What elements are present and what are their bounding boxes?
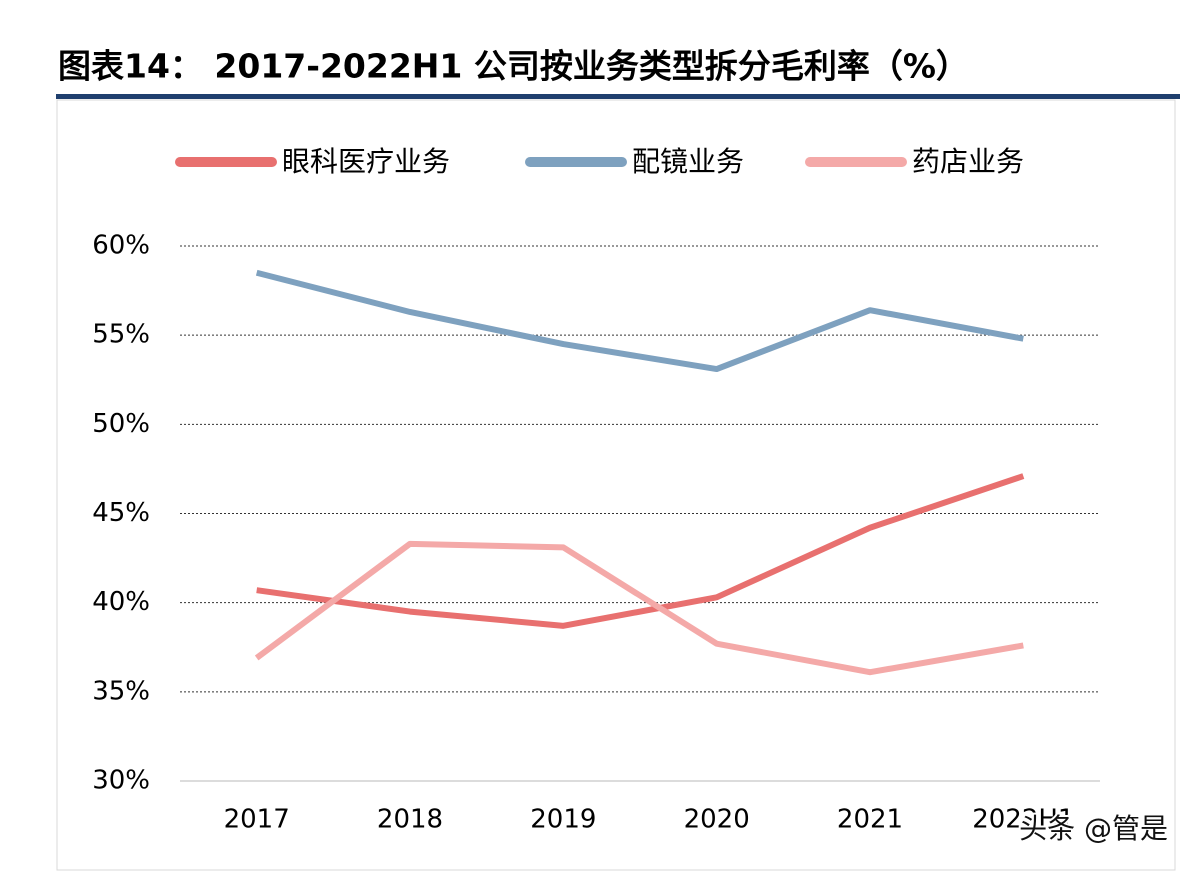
series-line	[256, 473, 1025, 629]
title-rule	[56, 94, 1180, 99]
x-tick-label: 2019	[530, 805, 596, 835]
chart-frame	[56, 99, 1176, 871]
x-tick-label: 2021	[837, 805, 903, 835]
legend-label: 配镜业务	[632, 145, 744, 178]
x-tick-label: 2018	[377, 805, 443, 835]
watermark: 头条 @管是	[1019, 812, 1168, 845]
x-tick-label: 2022H1	[972, 805, 1074, 835]
x-tick-label: 2017	[224, 805, 290, 835]
legend-label: 眼科医疗业务	[282, 145, 450, 178]
y-tick-label: 45%	[92, 498, 150, 528]
series-line	[255, 269, 1024, 373]
y-tick-label: 55%	[92, 320, 150, 350]
series-line	[254, 540, 1024, 676]
y-tick-label: 35%	[92, 676, 150, 706]
y-tick-label: 40%	[92, 587, 150, 617]
y-tick-label: 50%	[92, 409, 150, 439]
y-tick-label: 60%	[92, 231, 150, 261]
legend-label: 药店业务	[912, 145, 1024, 178]
y-tick-label: 30%	[92, 766, 150, 796]
chart-title: 图表14： 2017-2022H1 公司按业务类型拆分毛利率（%）	[58, 47, 969, 86]
x-tick-label: 2020	[684, 805, 750, 835]
